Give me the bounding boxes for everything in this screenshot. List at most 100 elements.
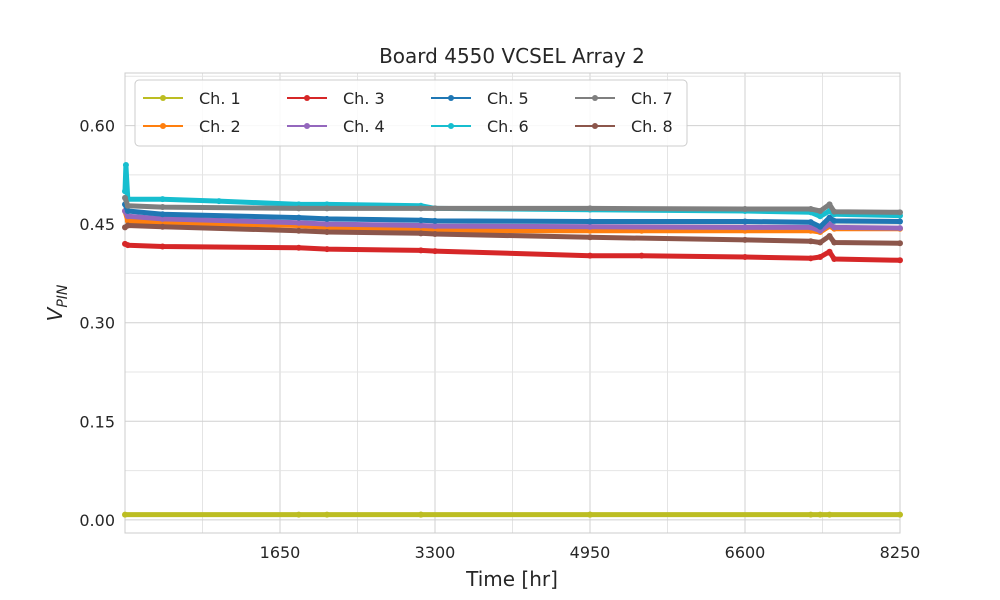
x-axis-label: Time [hr] [465,567,558,591]
data-point [122,162,129,168]
legend-label: Ch. 5 [487,89,529,108]
data-point [159,215,166,222]
data-point [807,206,814,213]
data-point [159,243,166,250]
data-point [831,217,838,224]
data-point [215,198,222,205]
data-point [587,234,593,241]
data-point [122,511,128,518]
y-tick-labels: 0.00 0.15 0.30 0.45 0.60 [79,117,115,530]
data-point [742,224,748,231]
legend-label: Ch. 3 [343,89,385,108]
data-point [432,217,438,224]
y-tick-label: 0.30 [79,314,115,333]
data-point [807,255,814,262]
legend-label: Ch. 8 [631,117,673,136]
data-point [742,236,748,243]
data-point [826,201,833,208]
legend-swatch-marker [448,95,454,101]
data-point [831,239,838,246]
data-point [124,213,131,220]
x-tick-labels: 1650 3300 4950 6600 8250 [260,543,921,562]
data-point [323,511,330,518]
data-point [295,227,302,234]
data-point [417,217,424,224]
data-point [122,188,128,195]
data-point [742,254,748,260]
legend-label: Ch. 2 [199,117,241,136]
y-axis-label: VPIN [43,284,71,321]
legend-entry: Ch. 2 [143,117,241,136]
data-point [432,231,438,237]
y-tick-label: 0.60 [79,117,115,136]
data-point [323,221,330,228]
x-tick-label: 4950 [570,543,611,562]
data-point [587,511,593,518]
data-point [323,246,330,253]
data-point [159,204,166,211]
y-tick-label: 0.45 [79,215,115,234]
legend-entry: Ch. 7 [575,89,673,108]
data-point [817,254,824,260]
data-point [587,218,593,225]
data-point [897,209,903,216]
series-8 [122,222,903,247]
data-point [897,240,903,247]
data-point [159,211,166,218]
data-point [817,239,824,246]
data-point [817,511,824,518]
plot-area-frame [124,72,901,534]
data-point [159,223,166,230]
series-7 [122,194,903,216]
data-point [323,205,330,212]
data-point [159,196,166,203]
data-point [417,222,424,229]
legend-entry: Ch. 5 [431,89,529,108]
series-5 [122,201,903,230]
data-point [432,223,438,230]
legend-swatch-marker [304,95,310,101]
data-point [826,221,833,228]
data-point [897,257,903,264]
data-point [124,208,131,214]
x-tick-label: 8250 [880,543,921,562]
legend-entry: Ch. 4 [287,117,385,136]
data-point [817,208,824,214]
data-point [831,255,838,262]
legend-swatch-marker [592,95,598,101]
data-point [831,208,838,215]
data-point [807,511,814,518]
data-point [897,218,903,225]
data-point [817,213,824,220]
legend-label: Ch. 7 [631,89,673,108]
data-point [417,230,424,237]
data-point [587,223,593,230]
data-point [742,218,748,225]
series-1 [122,511,903,518]
data-point [323,229,330,236]
legend-entry: Ch. 8 [575,117,673,136]
legend-swatch-marker [592,123,598,129]
data-point [826,248,833,255]
data-point [826,511,833,518]
data-point [469,227,476,234]
series-3 [122,240,903,264]
legend-label: Ch. 4 [343,117,385,136]
x-tick-label: 1650 [260,543,301,562]
data-point [742,206,748,213]
y-axis-label-main: V [43,306,67,321]
x-tick-label: 3300 [415,543,456,562]
data-point [417,247,424,254]
legend-entry: Ch. 1 [143,89,241,108]
data-point [432,248,438,255]
data-point [295,214,302,221]
legend-label: Ch. 1 [199,89,241,108]
data-point [638,252,645,259]
series-layer [122,162,903,518]
data-point [817,223,824,230]
x-tick-label: 6600 [725,543,766,562]
legend-swatch-marker [304,123,310,129]
legend-frame [134,79,688,147]
data-point [124,222,131,229]
